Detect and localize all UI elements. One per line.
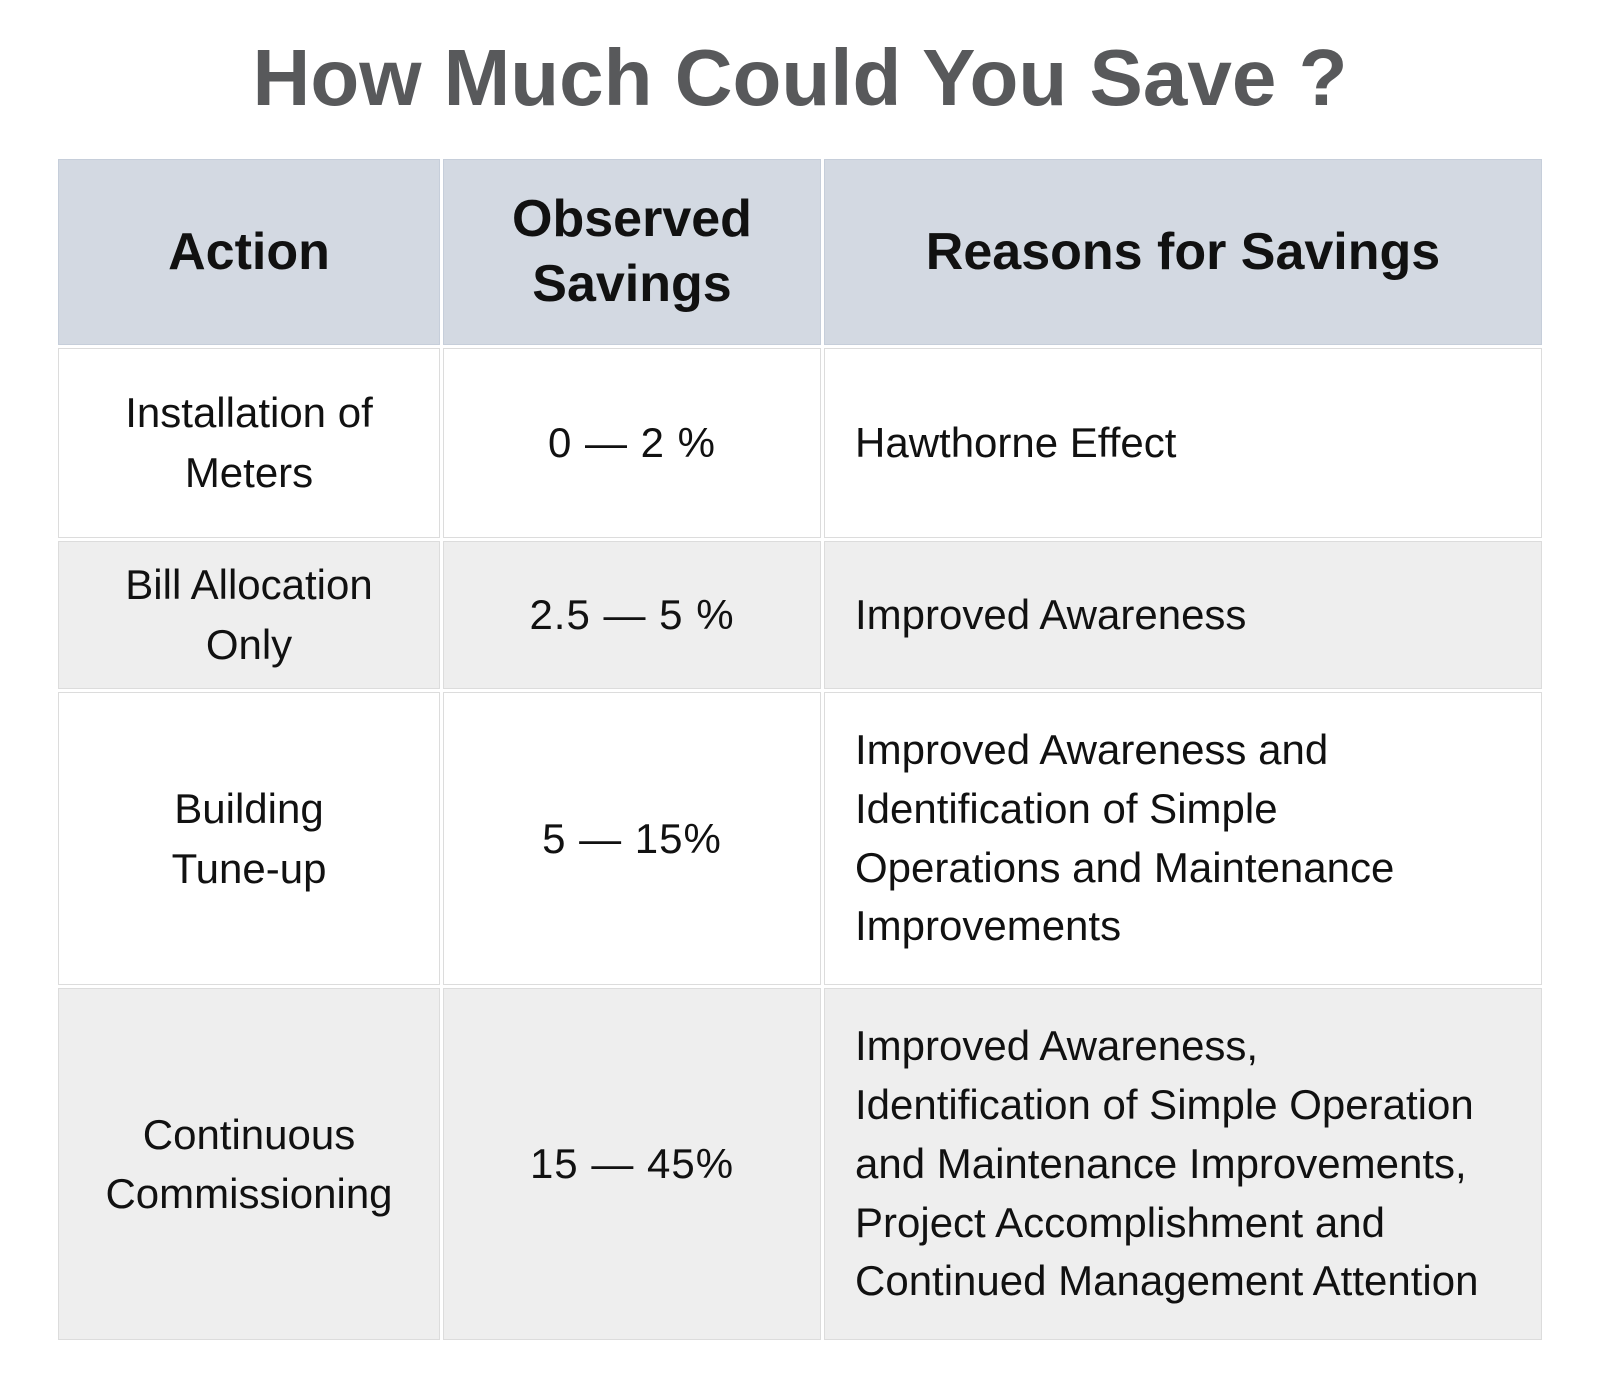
action-cell: Installation of Meters (58, 348, 440, 538)
column-header-reasons: Reasons for Savings (824, 159, 1542, 345)
table-row-building-tune-up: Building Tune-up 5 — 15% Improved Awaren… (58, 692, 1542, 986)
table-row-installation-of-meters: Installation of Meters 0 — 2 % Hawthorne… (58, 348, 1542, 538)
savings-table: Action Observed Savings Reasons for Savi… (55, 156, 1545, 1343)
action-cell: Continuous Commissioning (58, 988, 440, 1341)
savings-cell: 0 — 2 % (443, 348, 821, 538)
reasons-cell: Improved Awareness and Identification of… (824, 692, 1542, 986)
action-cell: Building Tune-up (58, 692, 440, 986)
column-header-observed-savings: Observed Savings (443, 159, 821, 345)
column-header-action: Action (58, 159, 440, 345)
reasons-cell: Improved Awareness (824, 541, 1542, 689)
reasons-cell: Improved Awareness, Identification of Si… (824, 988, 1542, 1341)
page-title: How Much Could You Save ? (252, 33, 1348, 122)
reasons-cell: Hawthorne Effect (824, 348, 1542, 538)
savings-cell: 15 — 45% (443, 988, 821, 1341)
table-row-continuous-commissioning: Continuous Commissioning 15 — 45% Improv… (58, 988, 1542, 1341)
savings-cell: 5 — 15% (443, 692, 821, 986)
action-cell: Bill Allocation Only (58, 541, 440, 689)
table-row-bill-allocation-only: Bill Allocation Only 2.5 — 5 % Improved … (58, 541, 1542, 689)
header-row: Action Observed Savings Reasons for Savi… (58, 159, 1542, 345)
savings-cell: 2.5 — 5 % (443, 541, 821, 689)
